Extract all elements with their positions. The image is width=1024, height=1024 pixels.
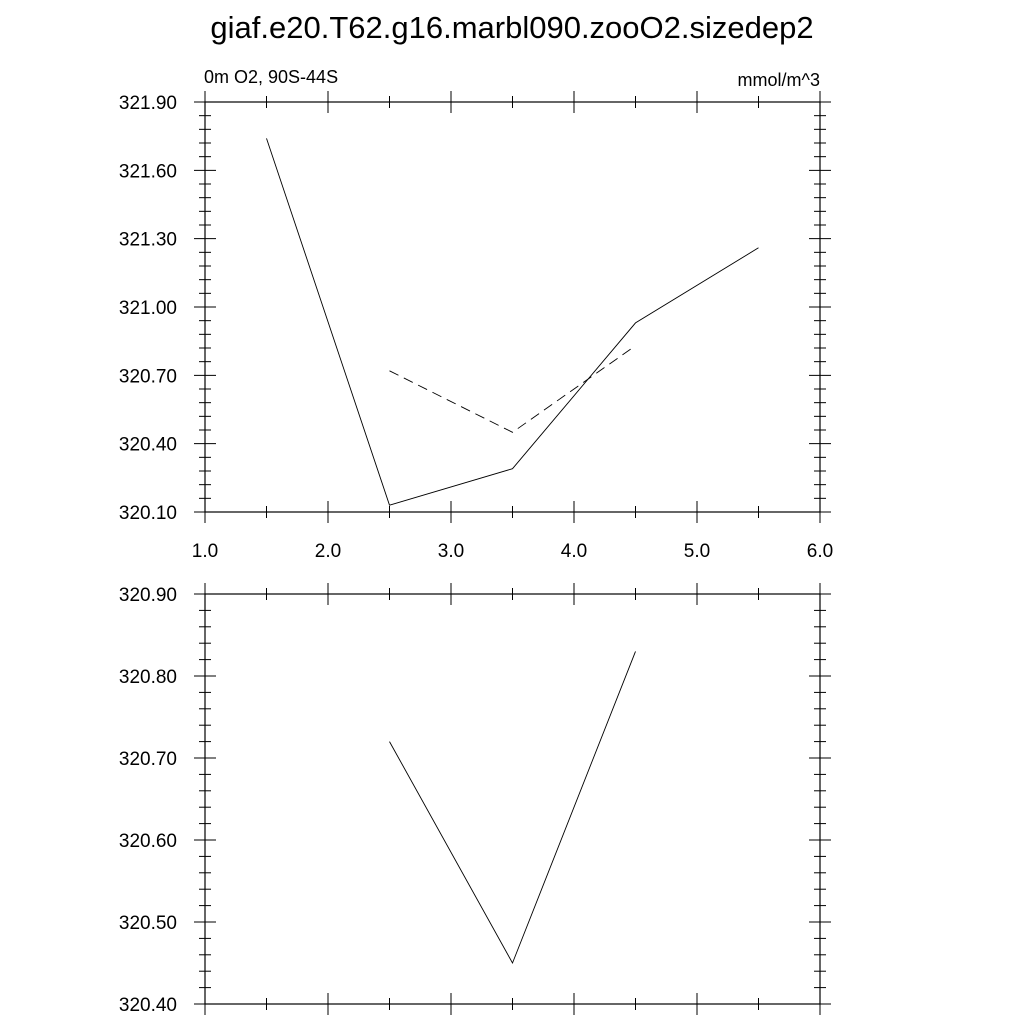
plot-frame-1 [204, 101, 821, 513]
plot-frame-2 [204, 593, 821, 1005]
x-tick-label: 5.0 [684, 541, 710, 562]
y-tick-label: 320.80 [119, 667, 177, 688]
x-tick-label: 1.0 [192, 541, 218, 562]
y-tick-label: 320.70 [119, 366, 177, 387]
y-tick-label: 321.90 [119, 93, 177, 114]
y-tick-label: 321.30 [119, 230, 177, 251]
chart-title: giaf.e20.T62.g16.marbl090.zooO2.sizedep2 [210, 10, 814, 45]
x-tick-label: 3.0 [438, 541, 464, 562]
series-line-1-1 [266, 138, 759, 506]
y-tick-label: 321.60 [119, 161, 177, 182]
y-tick-label: 320.40 [119, 435, 177, 456]
subtitle-right: mmol/m^3 [737, 70, 820, 90]
y-tick-label: 320.90 [119, 585, 177, 606]
y-tick-label: 320.10 [119, 503, 177, 524]
series-line-1-2 [389, 345, 636, 433]
y-tick-label: 320.50 [119, 913, 177, 934]
y-tick-label: 320.70 [119, 749, 177, 770]
subtitle-left: 0m O2, 90S-44S [204, 67, 339, 87]
y-tick-label: 320.60 [119, 831, 177, 852]
x-tick-label: 2.0 [315, 541, 341, 562]
y-tick-label: 321.00 [119, 298, 177, 319]
x-tick-label: 6.0 [807, 541, 833, 562]
series-line-2-1 [389, 651, 636, 965]
x-tick-label: 4.0 [561, 541, 587, 562]
y-tick-label: 320.40 [119, 995, 177, 1016]
